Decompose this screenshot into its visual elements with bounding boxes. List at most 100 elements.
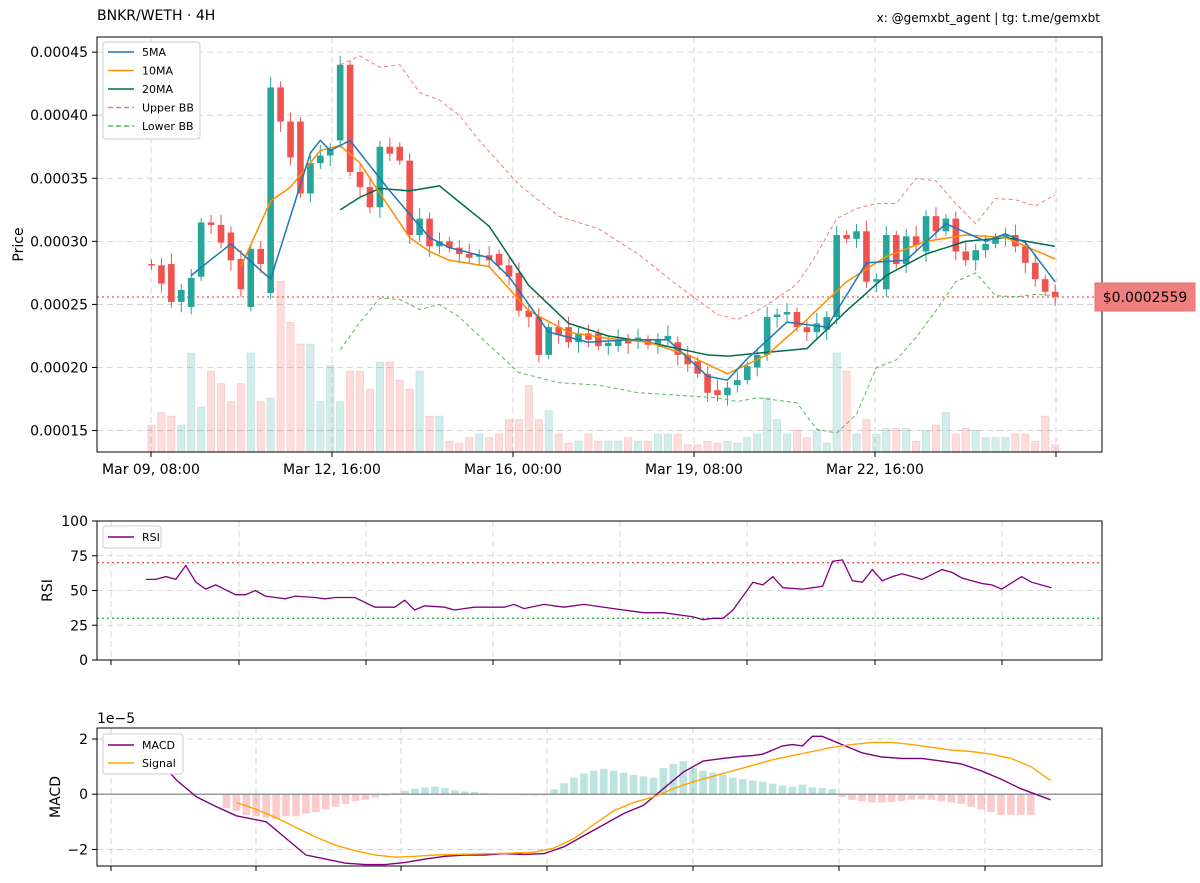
macd-hist-bar xyxy=(967,794,975,807)
macd-hist-bar xyxy=(907,794,916,800)
macd-ytick-label: 0 xyxy=(79,787,88,803)
rsi-ytick-label: 75 xyxy=(70,549,88,565)
macd-hist-bar xyxy=(778,785,787,795)
volume-bar xyxy=(961,428,970,453)
macd-hist-bar xyxy=(302,794,310,814)
price-legend: 5MA 10MA 20MA Upper BB Lower BB xyxy=(102,41,201,140)
volume-bar xyxy=(296,343,305,453)
rsi-ytick-label: 50 xyxy=(70,584,88,600)
macd-hist-bar xyxy=(659,768,668,795)
macd-hist-bar xyxy=(957,794,966,804)
candle-body xyxy=(664,335,672,340)
volume-bar xyxy=(356,370,365,453)
candle-body xyxy=(853,231,860,239)
macd-hist-bar xyxy=(719,774,727,795)
macd-hist-bar xyxy=(868,794,876,803)
macd-hist-bar xyxy=(232,794,241,811)
candle-body xyxy=(465,253,473,258)
price-ylabel: Price xyxy=(11,227,27,261)
candle-body xyxy=(873,279,880,282)
candle-body xyxy=(932,216,940,232)
macd-hist-bar xyxy=(619,772,628,795)
volume-bar xyxy=(445,440,454,453)
legend-label: 5MA xyxy=(142,46,166,59)
volume-bar xyxy=(564,442,573,453)
macd-hist-bar xyxy=(470,792,479,795)
volume-bar xyxy=(951,433,960,453)
candle-body xyxy=(565,327,572,343)
volume-bar xyxy=(604,440,613,453)
macd-hist-bar xyxy=(828,789,836,795)
candle-body xyxy=(525,310,533,318)
volume-bar xyxy=(941,412,950,453)
volume-bar xyxy=(455,442,464,453)
macd-hist-bar xyxy=(1026,794,1035,815)
volume-bar xyxy=(653,433,662,453)
candle-body xyxy=(505,265,513,277)
macd-hist-bar xyxy=(570,777,578,795)
macd-hist-bar xyxy=(758,781,767,795)
macd-hist-bar xyxy=(848,794,856,800)
candle-body xyxy=(148,264,155,266)
candle-body xyxy=(237,259,245,290)
rsi-legend: RSI xyxy=(102,525,162,549)
macd-hist-bar xyxy=(838,794,846,797)
macd-legend-box xyxy=(102,733,184,775)
candle-body xyxy=(297,121,304,194)
rsi-ylabel: RSI xyxy=(40,579,56,602)
macd-legend-label: Signal xyxy=(142,757,176,770)
volume-bar xyxy=(971,430,980,453)
volume-bar xyxy=(733,442,742,453)
macd-hist-bar xyxy=(679,761,688,795)
macd-hist-bar xyxy=(937,794,946,802)
volume-bar xyxy=(624,437,633,453)
volume-bar xyxy=(703,440,712,453)
candle-body xyxy=(346,64,354,172)
volume-bar xyxy=(554,433,563,453)
volume-bar xyxy=(544,410,553,453)
volume-bar xyxy=(306,343,315,453)
candle-body xyxy=(197,222,205,277)
candle-body xyxy=(813,323,821,333)
volume-bar xyxy=(197,406,206,453)
candle-body xyxy=(763,317,771,355)
candle-body xyxy=(892,235,900,265)
candle-body xyxy=(257,248,265,265)
lower-bb-line xyxy=(339,272,1056,434)
macd-hist-bar xyxy=(580,773,588,795)
macd-hist-bar xyxy=(709,772,717,795)
volume-bar xyxy=(594,440,603,453)
macd-line xyxy=(156,735,1051,866)
volume-bar xyxy=(1031,440,1040,453)
macd-hist-bar xyxy=(917,794,926,800)
price-ytick-label: 0.00045 xyxy=(30,45,88,61)
volume-bar xyxy=(812,430,821,453)
candle-body xyxy=(168,264,175,302)
volume-bar xyxy=(177,424,186,453)
candle-body xyxy=(426,218,433,247)
candle-body xyxy=(187,277,195,307)
candle-body xyxy=(734,380,741,386)
candle-body xyxy=(177,289,185,302)
volume-bar xyxy=(256,401,265,453)
macd-hist-bar xyxy=(401,790,409,795)
candle-body xyxy=(773,314,781,318)
volume-bar xyxy=(217,383,226,453)
macd-hist-bar xyxy=(451,790,459,795)
price-ytick-label: 0.00015 xyxy=(30,424,88,440)
macd-hist-bar xyxy=(242,794,251,815)
candle-body xyxy=(326,149,334,156)
candle-body xyxy=(585,333,592,340)
macd-hist-bar xyxy=(768,783,777,795)
candle-body xyxy=(376,146,384,208)
macd-hist-bar xyxy=(252,794,261,817)
volume-bar xyxy=(763,397,772,453)
candle-body xyxy=(962,251,970,261)
macd-frame xyxy=(96,727,1103,867)
macd-hist-bar xyxy=(669,763,678,795)
macd-hist-bar xyxy=(312,794,320,813)
volume-bar xyxy=(683,444,692,453)
candle-body xyxy=(992,237,999,244)
volume-bar xyxy=(663,433,672,453)
candle-body xyxy=(545,327,552,355)
